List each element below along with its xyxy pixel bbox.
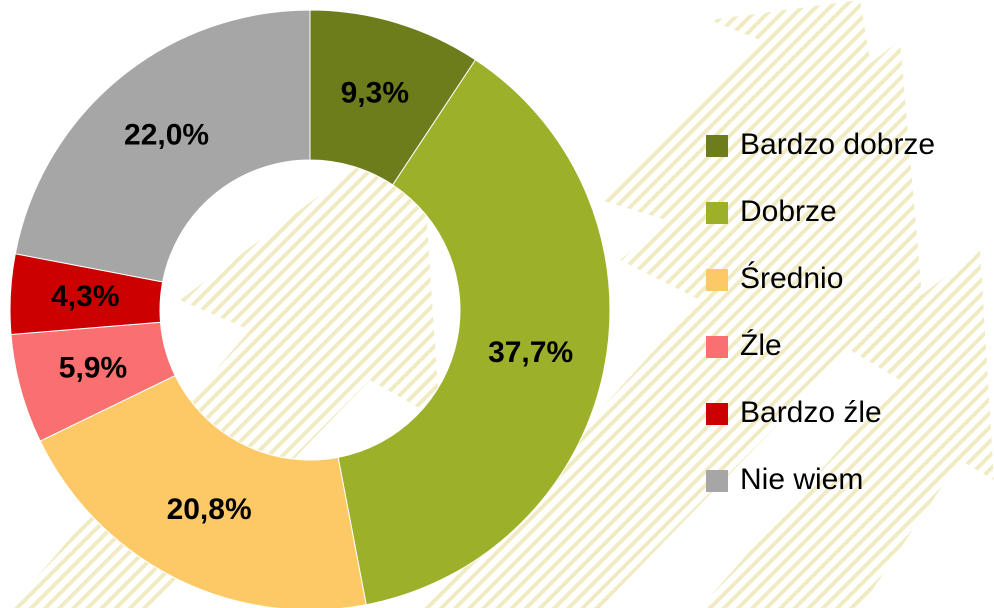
data-label: 5,9% (59, 351, 127, 384)
legend-label: Nie wiem (740, 463, 863, 496)
legend-label: Średnio (740, 261, 843, 295)
slice (39, 374, 367, 608)
legend-swatch (706, 135, 728, 157)
legend-swatch (706, 269, 728, 291)
legend-swatch (706, 470, 728, 492)
legend-label: Dobrze (740, 195, 837, 228)
legend-label: Bardzo źle (740, 396, 882, 429)
slice (14, 9, 311, 283)
legend: Bardzo dobrze Dobrze Średnio Źle Bardzo źle N… (706, 128, 935, 496)
data-label: 9,3% (341, 76, 409, 109)
slice (337, 59, 611, 606)
legend-swatch (706, 202, 728, 224)
legend-swatch (706, 403, 728, 425)
data-label: 4,3% (51, 280, 119, 313)
data-label: 22,0% (124, 119, 209, 152)
data-label: 20,8% (167, 493, 252, 526)
legend-label: Bardzo dobrze (740, 128, 935, 161)
legend-swatch (706, 336, 728, 358)
legend-label: Źle (740, 329, 782, 362)
donut: 9,3% 37,7% 20,8% 5,9% 4,3% 22,0% (9, 9, 611, 608)
data-label: 37,7% (488, 336, 573, 369)
